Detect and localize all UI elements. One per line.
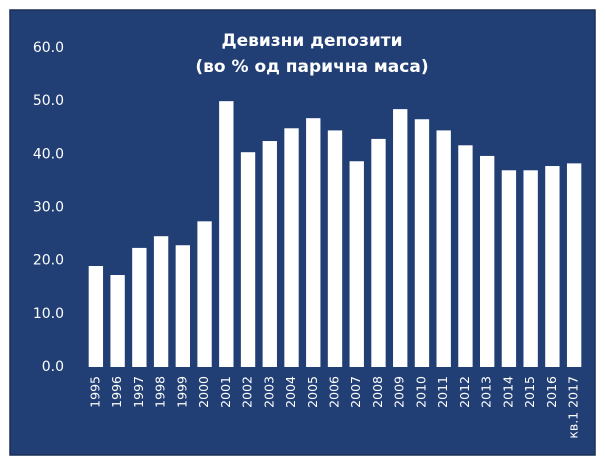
bar [458,145,473,367]
x-tick-label: 1997 [131,376,146,408]
x-tick-label: 2002 [240,376,255,408]
y-tick-label: 0.0 [42,359,64,375]
x-tick-label: 2014 [500,376,515,408]
bar [436,130,451,367]
bar [110,275,125,367]
bar [219,101,234,368]
x-tick-label: кв.1 2017 [566,376,581,439]
x-tick-label: 2008 [370,376,385,408]
x-tick-label: 2003 [261,376,276,408]
bar [501,170,517,367]
x-tick-label: 2012 [457,376,472,408]
x-tick-label: 2010 [413,376,428,408]
x-tick-label: 2006 [327,376,342,408]
y-tick-label: 20.0 [33,253,64,269]
bar [327,130,343,367]
bar [545,166,560,367]
x-tick-label: 1996 [109,376,124,408]
bar [284,128,299,367]
x-tick-label: 2001 [218,376,233,408]
bar [197,221,212,367]
x-tick-label: 2013 [479,376,494,408]
bar [480,155,495,367]
bar [566,163,582,367]
x-tick-label: 1995 [87,376,102,408]
bar [262,141,277,367]
chart-background [9,9,596,456]
bar [132,247,147,367]
y-tick-label: 30.0 [33,200,64,216]
x-tick-label: 2015 [522,376,537,408]
x-tick-label: 2011 [435,376,450,408]
x-tick-label: 2007 [348,376,363,408]
y-tick-label: 10.0 [33,306,64,322]
x-tick-label: 2004 [283,376,298,408]
y-tick-label: 60.0 [33,40,64,56]
bar [414,119,430,367]
chart-title: Девизни депозити [221,31,402,51]
x-tick-label: 2016 [544,376,559,408]
bar [306,118,321,368]
bar [393,109,408,368]
x-tick-label: 2000 [196,376,211,408]
x-tick-label: 2009 [392,376,407,408]
x-tick-label: 1998 [153,376,168,408]
y-tick-label: 50.0 [33,93,64,109]
bar [153,236,169,367]
chart-subtitle: (во % од парична маса) [195,57,428,77]
bar [523,170,538,367]
bar [371,138,386,367]
x-tick-label: 2005 [305,376,320,408]
bar [88,265,104,367]
bar [175,245,190,367]
bar [240,152,256,367]
y-tick-label: 40.0 [33,146,64,162]
x-tick-label: 1999 [174,376,189,408]
bar [349,161,364,367]
